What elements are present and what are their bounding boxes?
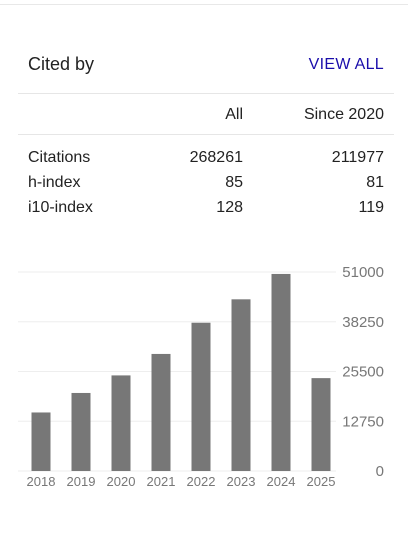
x-tick-label: 2022 (187, 474, 216, 489)
stat-label[interactable]: h-index (28, 174, 81, 191)
y-tick-label: 0 (376, 463, 384, 480)
bar-2022[interactable] (191, 322, 211, 471)
bar-2025[interactable] (311, 378, 331, 471)
citations-per-year-chart: 51000 38250 25500 12750 0 2018 2019 2020 2021 202… (0, 255, 408, 495)
citation-stats-table: Citations 268261 211977 h-index 85 81 i1… (28, 149, 384, 224)
x-tick-label: 2025 (307, 474, 336, 489)
y-tick-label: 51000 (342, 264, 384, 281)
stat-label[interactable]: Citations (28, 149, 91, 166)
x-tick-label: 2018 (27, 474, 56, 489)
column-header-since: Since 2020 (303, 106, 384, 123)
bar-2020[interactable] (111, 375, 131, 471)
stat-label[interactable]: i10-index (28, 199, 93, 216)
column-header-all: All (225, 106, 243, 123)
bar-2021[interactable] (151, 353, 171, 471)
cited-by-title: Cited by (28, 54, 95, 74)
cited-by-header: Cited by VIEW ALL (28, 54, 384, 80)
x-tick-label: 2024 (267, 474, 296, 489)
y-tick-label: 38250 (342, 314, 384, 331)
x-tick-label: 2023 (227, 474, 256, 489)
stat-all-value: 128 (216, 199, 243, 216)
stat-all-value: 268261 (189, 149, 243, 166)
column-header-divider (18, 134, 394, 135)
header-divider (18, 93, 394, 94)
bar-2023[interactable] (231, 299, 251, 471)
x-tick-label: 2020 (107, 474, 136, 489)
bar-2018[interactable] (31, 412, 51, 471)
stat-since-value: 81 (366, 174, 384, 191)
stat-since-value: 211977 (331, 149, 384, 166)
stat-row-citations: Citations 268261 211977 (28, 149, 384, 174)
stat-row-i10-index: i10-index 128 119 (28, 199, 384, 224)
bar-2024[interactable] (271, 273, 291, 471)
y-tick-label: 12750 (342, 413, 384, 430)
bar-2019[interactable] (71, 392, 91, 471)
stat-since-value: 119 (358, 199, 384, 216)
citations-bar-chart: 51000 38250 25500 12750 0 2018 2019 2020 2021 202… (18, 264, 384, 489)
x-tick-label: 2019 (67, 474, 96, 489)
y-tick-label: 25500 (342, 364, 384, 381)
top-divider (0, 4, 408, 5)
view-all-link[interactable]: VIEW ALL (308, 56, 384, 73)
stat-row-h-index: h-index 85 81 (28, 174, 384, 199)
x-tick-label: 2021 (147, 474, 176, 489)
stat-all-value: 85 (225, 174, 243, 191)
